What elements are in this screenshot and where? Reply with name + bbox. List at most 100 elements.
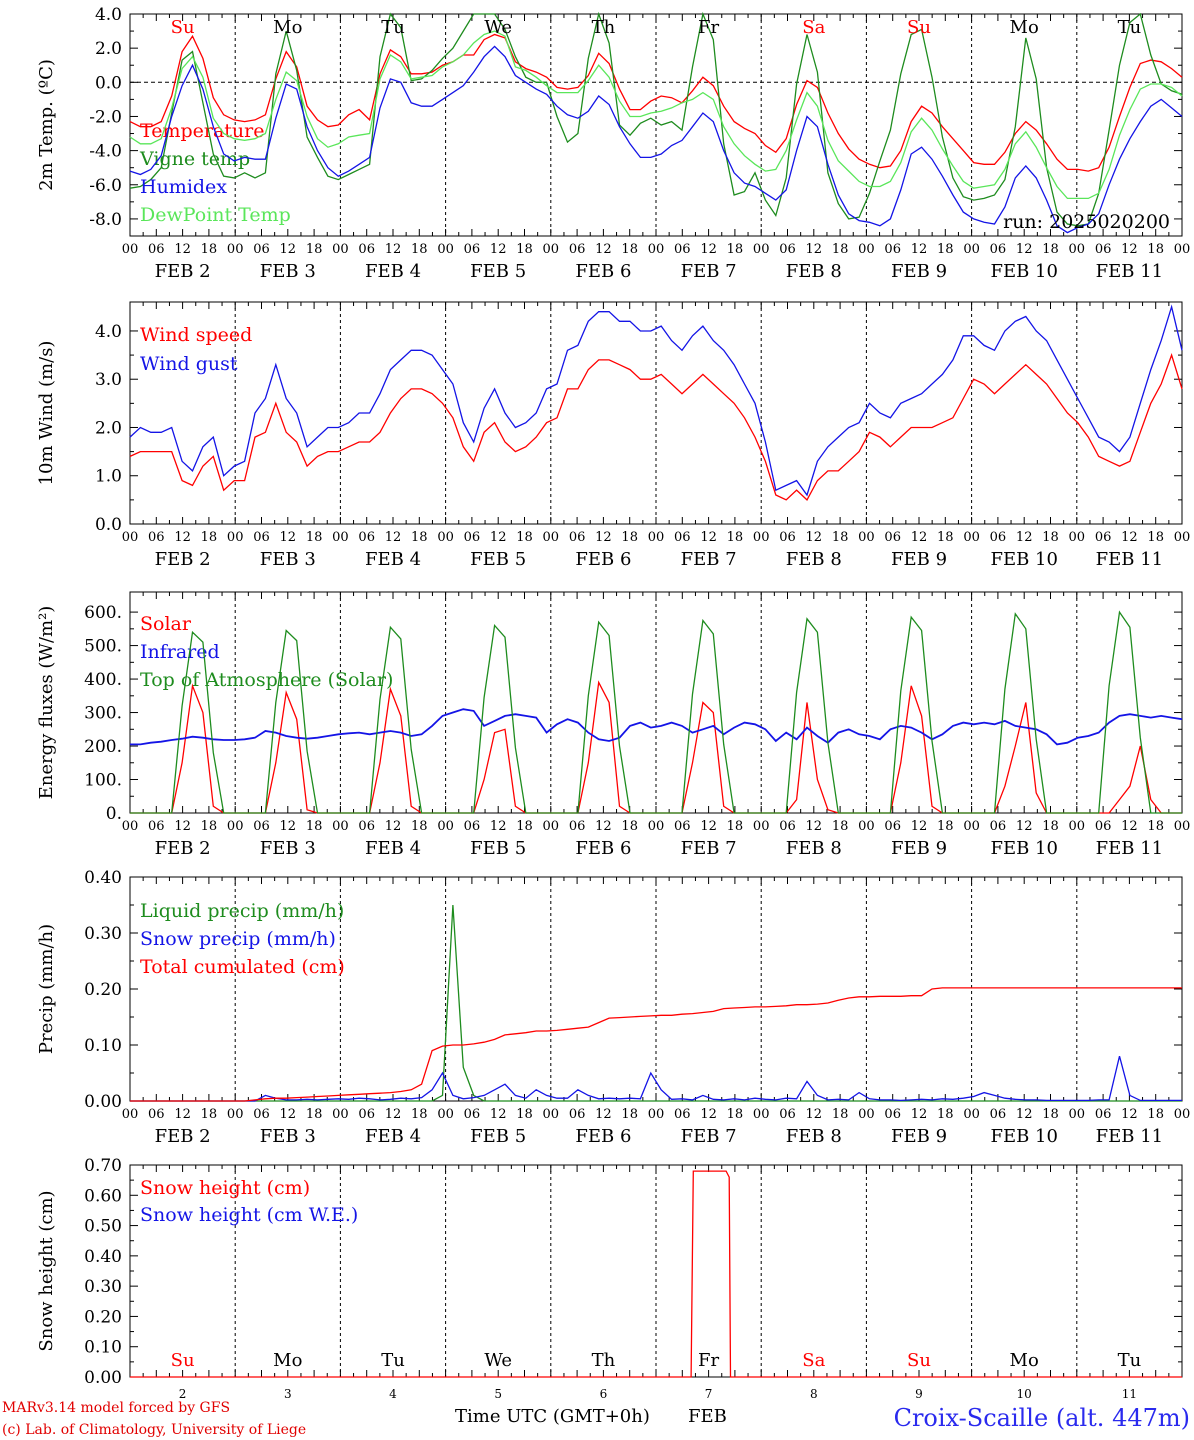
y-tick-label: 600. — [84, 603, 122, 623]
hour-label: 18 — [1042, 530, 1059, 545]
date-label: FEB 5 — [470, 261, 526, 282]
hour-label: 06 — [884, 1107, 901, 1122]
hour-label: 12 — [911, 242, 928, 257]
series-line — [129, 304, 1183, 497]
legend-entry: Snow precip (mm/h) — [140, 928, 336, 950]
hour-label: 06 — [674, 530, 691, 545]
day-number: 6 — [600, 1387, 608, 1401]
y-tick-label: 3.0 — [95, 370, 122, 390]
hour-label: 06 — [253, 819, 270, 834]
hour-label: 18 — [727, 530, 744, 545]
y-axis-label: 10m Wind (m/s) — [36, 341, 57, 486]
y-tick-label: -6.0 — [89, 176, 122, 196]
hour-label: 00 — [858, 819, 875, 834]
hour-label: 00 — [648, 819, 665, 834]
date-label: FEB 11 — [1096, 549, 1163, 570]
series-line — [130, 1056, 1182, 1102]
hour-label: 00 — [332, 819, 349, 834]
day-name: Fr — [698, 17, 719, 38]
hour-label: 00 — [648, 1107, 665, 1122]
hour-label: 06 — [148, 242, 165, 257]
day-name: Su — [907, 1350, 931, 1371]
date-label: FEB 9 — [891, 549, 947, 570]
hour-label: 00 — [227, 242, 244, 257]
y-tick-label: 0.20 — [84, 1307, 122, 1327]
hour-label: 00 — [648, 530, 665, 545]
hour-label: 06 — [990, 1107, 1007, 1122]
hour-label: 06 — [779, 1107, 796, 1122]
hour-label: 00 — [122, 819, 139, 834]
day-name: Th — [592, 1350, 616, 1371]
date-label: FEB 4 — [365, 1126, 421, 1147]
hour-label: 00 — [437, 819, 454, 834]
y-tick-label: -4.0 — [89, 142, 122, 162]
hour-label: 12 — [280, 242, 297, 257]
hour-label: 12 — [490, 819, 507, 834]
hour-label: 00 — [753, 819, 770, 834]
date-label: FEB 11 — [1096, 838, 1163, 859]
hour-label: 12 — [1016, 530, 1033, 545]
hour-label: 06 — [884, 530, 901, 545]
hour-label: 18 — [832, 819, 849, 834]
date-label: FEB 3 — [260, 838, 316, 859]
date-label: FEB 10 — [990, 261, 1057, 282]
date-label: FEB 9 — [891, 261, 947, 282]
hour-label: 18 — [411, 530, 428, 545]
day-number: 9 — [915, 1387, 923, 1401]
station-label: Croix-Scaille (alt. 447m) — [894, 1404, 1190, 1432]
date-label: FEB 6 — [575, 1126, 631, 1147]
hour-label: 06 — [674, 242, 691, 257]
panel-energy: 0. 100. 200. 300. 400. 500. 600. Energy fluxes … — [36, 591, 1191, 859]
hour-label: 00 — [332, 1107, 349, 1122]
day-name: Tu — [381, 1350, 405, 1371]
hour-label: 06 — [674, 1107, 691, 1122]
hour-label: 18 — [516, 242, 533, 257]
series-line — [129, 45, 1183, 234]
hour-label: 00 — [227, 819, 244, 834]
date-label: FEB 3 — [260, 1126, 316, 1147]
hour-label: 00 — [437, 530, 454, 545]
hour-label: 12 — [1121, 1107, 1138, 1122]
hour-label: 06 — [884, 819, 901, 834]
date-label: FEB 10 — [990, 549, 1057, 570]
hour-label: 12 — [174, 819, 191, 834]
hour-label: 18 — [937, 819, 954, 834]
hour-label: 12 — [595, 242, 612, 257]
hour-label: 06 — [358, 1107, 375, 1122]
day-number: 11 — [1122, 1387, 1137, 1401]
day-name: Su — [171, 1350, 195, 1371]
hour-label: 06 — [779, 530, 796, 545]
day-name: Tu — [1118, 1350, 1142, 1371]
hour-label: 12 — [1121, 242, 1138, 257]
hour-label: 00 — [963, 1107, 980, 1122]
hour-label: 00 — [1069, 1107, 1086, 1122]
hour-label: 00 — [1069, 530, 1086, 545]
hour-label: 18 — [937, 530, 954, 545]
y-axis-label: Energy fluxes (W/m²) — [36, 606, 57, 800]
hour-label: 12 — [911, 819, 928, 834]
date-label: FEB 8 — [786, 838, 842, 859]
hour-label: 12 — [280, 819, 297, 834]
footer: MARv3.14 model forced by GFS (c) Lab. of… — [2, 1400, 1190, 1438]
y-tick-label: 400. — [84, 670, 122, 690]
hour-label: 12 — [385, 1107, 402, 1122]
y-tick-label: 0.0 — [95, 73, 122, 93]
hour-label: 00 — [1069, 242, 1086, 257]
hour-label: 18 — [306, 819, 323, 834]
day-name: Th — [592, 17, 616, 38]
date-label: FEB 7 — [681, 838, 737, 859]
y-tick-label: 0.20 — [84, 980, 122, 1000]
hour-label: 00 — [753, 530, 770, 545]
hour-label: 00 — [437, 242, 454, 257]
date-label: FEB 6 — [575, 261, 631, 282]
hour-label: 06 — [358, 819, 375, 834]
date-label: FEB 2 — [155, 549, 211, 570]
day-name: Fr — [698, 1350, 719, 1371]
hour-label: 06 — [358, 530, 375, 545]
hour-label: 06 — [569, 1107, 586, 1122]
hour-label: 00 — [543, 1107, 560, 1122]
day-number: 3 — [284, 1387, 292, 1401]
hour-label: 00 — [1174, 819, 1191, 834]
hour-label: 00 — [1174, 530, 1191, 545]
